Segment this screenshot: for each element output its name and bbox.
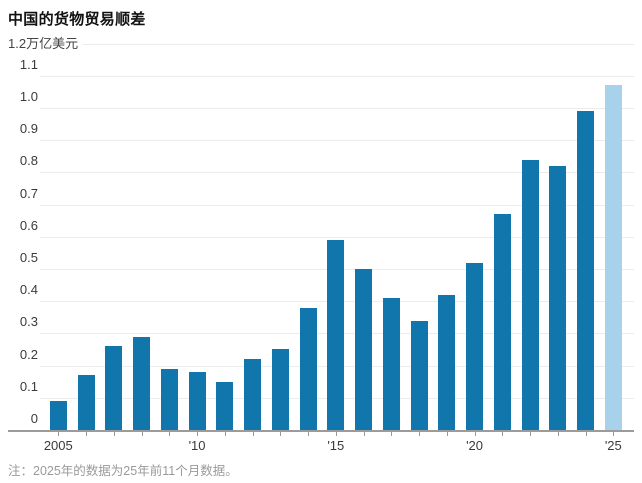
x-axis-tick [280,432,281,436]
y-tick-label: 1.1 [19,56,38,72]
x-tick-label: '20 [466,438,484,453]
bar-2018 [410,321,428,430]
x-axis-tick [558,432,559,436]
bar-2005 [49,401,67,430]
x-axis-tick [169,432,170,436]
x-axis-tick [336,432,337,436]
y-gridline [40,236,634,238]
y-tick-label: 0.7 [19,185,38,201]
bar-2023 [549,166,567,430]
y-gridline [40,108,634,109]
x-tick-label: '15 [327,438,345,453]
y-tick-label: 0.2 [19,346,38,362]
bar-2024 [577,111,595,430]
footnote: 注：2025年的数据为25年前11个月数据。 [8,464,238,478]
x-tick-label: '10 [188,438,206,453]
y-tick-label: 0.1 [19,378,38,394]
bar-2012 [244,359,262,430]
bar-2022 [521,160,539,430]
y-gridline [40,204,634,206]
x-axis-tick [58,432,59,436]
x-axis-tick [586,432,587,436]
x-axis-tick [391,432,392,436]
x-axis-tick [364,432,365,436]
bar-2008 [133,337,151,430]
y-tick-label: 0.9 [19,121,38,137]
bar-2010 [188,372,206,430]
x-axis-tick [419,432,420,436]
y-tick-label: 0.6 [19,217,38,233]
bar-2011 [216,382,234,430]
x-axis-tick [253,432,254,436]
bar-2009 [160,369,178,430]
x-axis-tick [502,432,503,436]
x-axis-tick [142,432,143,436]
bar-2025 [604,85,622,430]
x-axis-tick [114,432,115,436]
x-axis-tick [225,432,226,436]
y-gridline [40,172,634,174]
bar-2021 [493,214,511,430]
y-tick-label: 1.0 [19,89,38,104]
bar-2017 [382,298,400,430]
x-axis-tick [308,432,309,436]
x-axis-tick [447,432,448,436]
x-axis-tick [197,432,198,436]
x-axis-tick [530,432,531,436]
x-axis-tick [613,432,614,436]
bar-2020 [466,263,484,430]
bar-2006 [77,375,95,430]
x-axis-tick [475,432,476,436]
y-axis-unit-label: 1.2万亿美元 [8,35,84,52]
y-tick-label: 0.5 [19,250,38,265]
x-tick-label: 2005 [43,438,73,453]
y-tick-label: 0.3 [19,314,38,330]
bar-2016 [355,269,373,430]
bar-2015 [327,240,345,430]
y-tick-label: 0.8 [19,153,38,169]
bar-2014 [299,308,317,430]
x-axis-tick [86,432,87,436]
bar-2007 [105,346,123,430]
x-tick-label: '25 [604,438,622,453]
chart-title: 中国的货物贸易顺差 [8,11,146,28]
x-axis-line [8,430,634,432]
y-gridline [40,43,634,45]
y-gridline [40,140,634,142]
bar-2019 [438,295,456,430]
bar-2013 [271,349,289,430]
y-tick-label: 0.4 [19,282,38,298]
y-gridline [40,75,634,77]
y-tick-label: 0 [30,411,38,426]
